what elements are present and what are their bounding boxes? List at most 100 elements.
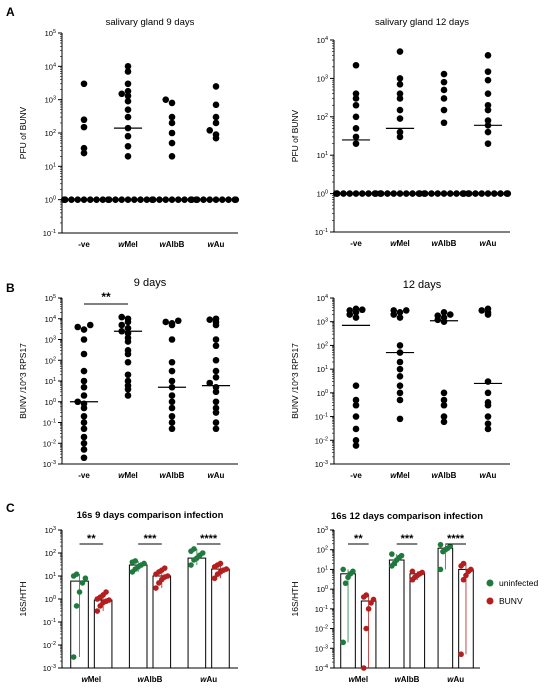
data-point	[352, 95, 360, 102]
data-point	[484, 420, 492, 428]
data-point	[463, 572, 469, 579]
data-point	[80, 439, 88, 447]
data-point	[73, 571, 80, 577]
y-tick-label: 10-1	[315, 413, 328, 422]
data-point	[212, 388, 220, 396]
data-point	[390, 190, 398, 197]
y-tick-label: 104	[317, 294, 328, 303]
chart-title: salivary gland 9 days	[106, 17, 195, 28]
data-point	[80, 80, 88, 88]
chart-C2: 10-4 10-3 10-2 10-1 100 101 102 103 16S/HTH 16s 1…	[290, 511, 538, 684]
data-point	[192, 196, 200, 203]
data-point	[352, 113, 360, 121]
data-point	[396, 396, 404, 404]
bar	[409, 573, 426, 669]
data-point	[396, 81, 404, 88]
significance-label: **	[354, 533, 363, 545]
data-point	[124, 87, 132, 95]
data-point	[212, 419, 220, 426]
x-tick-label: wMel	[390, 239, 410, 248]
data-point	[484, 425, 492, 433]
data-point	[484, 190, 492, 197]
x-tick-label: wMel	[118, 240, 138, 249]
data-point	[211, 575, 218, 582]
data-point	[80, 425, 88, 433]
bar	[211, 568, 230, 669]
y-tick-label: 100	[317, 190, 328, 199]
y-tick-label: 10-2	[43, 641, 56, 650]
y-tick-label: 103	[45, 526, 56, 535]
data-point	[206, 316, 214, 323]
legend-label: BUNV	[499, 596, 523, 606]
chart-title: 9 days	[134, 277, 167, 289]
data-point	[124, 142, 132, 150]
data-point	[80, 336, 88, 343]
data-point	[440, 396, 448, 404]
y-tick-label: 104	[45, 315, 56, 324]
data-point	[76, 589, 83, 595]
data-point	[340, 639, 346, 646]
data-point	[440, 308, 448, 316]
data-point	[484, 76, 492, 84]
y-tick-label: 100	[45, 196, 56, 205]
data-point	[168, 377, 176, 385]
data-point	[80, 123, 88, 131]
x-tick-label: wAu	[480, 239, 497, 248]
y-tick-label: 10-1	[315, 605, 328, 614]
data-point	[191, 546, 197, 552]
data-point	[396, 95, 404, 102]
significance-label: ****	[447, 533, 465, 545]
data-point	[396, 415, 404, 423]
legend-marker	[486, 579, 494, 587]
data-point	[212, 113, 220, 121]
y-tick-label: 103	[45, 96, 56, 105]
data-point	[396, 75, 404, 82]
data-point	[352, 442, 360, 449]
data-point	[363, 592, 370, 598]
y-tick-label: 102	[45, 356, 56, 365]
x-tick-label: wMel	[82, 675, 102, 684]
data-point	[484, 305, 492, 313]
y-axis-label: PFU of BUNV	[290, 109, 300, 162]
data-point	[80, 446, 88, 453]
y-tick-label: 10-4	[315, 664, 328, 673]
y-tick-label: 10-1	[43, 419, 56, 428]
y-tick-label: 10-2	[43, 439, 56, 448]
data-point	[434, 312, 442, 319]
data-point	[384, 190, 391, 197]
data-point	[396, 48, 404, 55]
data-point	[137, 196, 144, 203]
chart-B2: 10-3 10-2 10-1 100 101 102 103 104 BUNV /10^3 RP…	[290, 279, 510, 480]
data-point	[352, 413, 360, 420]
y-tick-label: 100	[317, 585, 328, 594]
x-tick-label: wAu	[208, 240, 225, 249]
x-tick-label: wAu	[480, 471, 497, 480]
y-axis-label: BUNV /10^3 RPS17	[290, 343, 300, 419]
data-point	[352, 314, 360, 321]
y-tick-label: 10-1	[43, 618, 56, 627]
data-point	[168, 113, 176, 121]
data-point	[164, 573, 171, 579]
data-point	[212, 131, 220, 138]
data-point	[460, 560, 467, 567]
y-tick-label: 101	[317, 565, 328, 574]
data-point	[188, 562, 194, 568]
significance-label: **	[87, 533, 96, 545]
data-point	[365, 190, 372, 197]
bar	[388, 559, 405, 669]
data-point	[440, 106, 448, 114]
data-point	[130, 196, 138, 203]
y-tick-label: 102	[317, 113, 328, 122]
data-point	[132, 558, 139, 564]
data-point	[124, 382, 132, 389]
data-point	[504, 190, 512, 197]
data-point	[168, 358, 176, 366]
data-point	[484, 128, 492, 136]
data-point	[396, 90, 404, 97]
data-point	[437, 541, 444, 548]
data-point	[212, 383, 220, 391]
data-point	[124, 68, 132, 75]
data-point	[352, 436, 360, 444]
data-point	[446, 311, 454, 318]
significance-label: **	[101, 290, 111, 304]
